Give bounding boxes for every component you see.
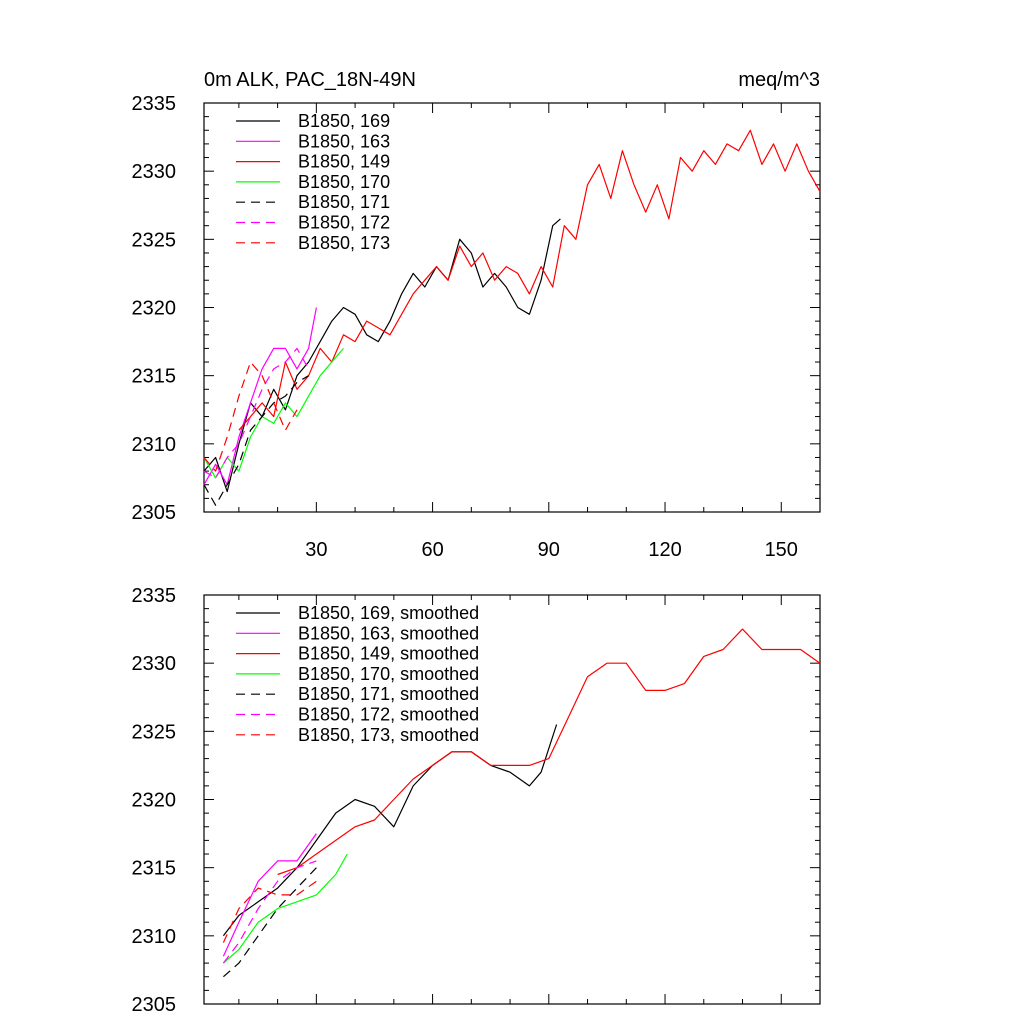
y-tick-label: 2315 [132, 858, 177, 880]
plot-frame [203, 102, 821, 513]
y-tick-label: 2325 [132, 721, 177, 743]
y-tick-label: 2315 [132, 366, 177, 388]
legend-label: B1850, 170, smoothed [298, 664, 479, 684]
axes: 2305 2310 2315 2320 2325 2330 2335 30 60 90 120 150 [132, 93, 821, 561]
y-tick-label: 2305 [132, 502, 177, 524]
series-line [222, 724, 558, 937]
legend-label: B1850, 170 [298, 172, 390, 192]
plot-frame [203, 594, 821, 1005]
series-line [277, 628, 821, 876]
legend-label: B1850, 173 [298, 233, 390, 253]
y-tick-label: 2320 [132, 298, 177, 320]
y-tick-label: 2330 [132, 653, 177, 675]
axes: 2305 2310 2315 2320 2325 2330 2335 [132, 585, 821, 1016]
y-tick-label: 2325 [132, 229, 177, 251]
x-tick-label: 150 [765, 539, 798, 561]
top-panel: 0m ALK, PAC_18N-49N meq/m^3 2305 2310 2315… [132, 69, 821, 561]
y-tick-label: 2310 [132, 434, 177, 456]
legend-label: B1850, 163 [298, 131, 390, 151]
legend-label: B1850, 149, smoothed [298, 644, 479, 664]
chart-units: meq/m^3 [738, 69, 820, 91]
series-line [223, 867, 317, 978]
chart-title: 0m ALK, PAC_18N-49N [204, 69, 416, 91]
x-tick-label: 30 [305, 539, 327, 561]
legend-label: B1850, 172, smoothed [298, 705, 479, 725]
series-line [203, 348, 344, 479]
legend-label: B1850, 173, smoothed [298, 725, 479, 745]
x-tick-label: 120 [648, 539, 681, 561]
legend-label: B1850, 172 [298, 213, 390, 233]
series-line [223, 853, 348, 964]
series-group [203, 129, 821, 506]
series-group [222, 628, 821, 978]
series-line [203, 218, 561, 493]
legend-label: B1850, 163, smoothed [298, 623, 479, 643]
y-tick-label: 2320 [132, 790, 177, 812]
series-line [222, 880, 317, 943]
y-tick-label: 2330 [132, 161, 177, 183]
legend-label: B1850, 149 [298, 152, 390, 172]
series-line [222, 860, 317, 964]
legend-label: B1850, 171 [298, 192, 390, 212]
x-tick-label: 60 [421, 539, 443, 561]
legend-label: B1850, 171, smoothed [298, 684, 479, 704]
legend-label: B1850, 169 [298, 111, 390, 131]
y-tick-label: 2305 [132, 994, 177, 1016]
series-line [203, 307, 317, 486]
x-tick-label: 90 [538, 539, 560, 561]
series-line [203, 361, 298, 472]
y-tick-label: 2335 [132, 585, 177, 607]
series-line [203, 375, 309, 506]
y-tick-label: 2335 [132, 93, 177, 115]
bottom-panel: 2305 2310 2315 2320 2325 2330 2335 B1850, 169,… [132, 585, 821, 1016]
series-line [238, 129, 821, 431]
y-tick-label: 2310 [132, 926, 177, 948]
series-line [222, 833, 317, 957]
legend-label: B1850, 169, smoothed [298, 603, 479, 623]
